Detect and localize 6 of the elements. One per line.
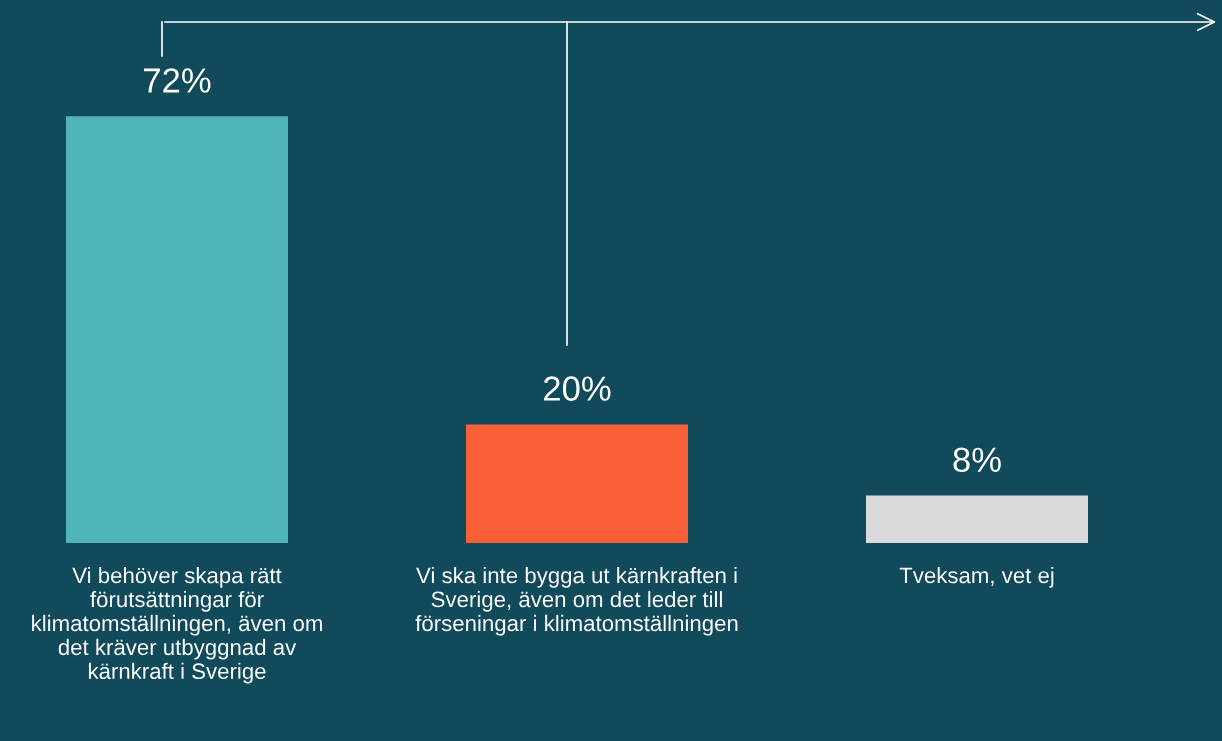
x-tick-label: Vi ska inte bygga ut kärnkraften i Sverige, även om det leder till förseningar i klimatomställningen — [415, 567, 738, 636]
data-label: 20% — [544, 376, 611, 401]
data-label: 8% — [953, 447, 1001, 473]
x-tick-label: Vi behöver skapa rätt förutsättningar för klimatomställningen, även om det kräver utbyggnad av kärnkraft i Sverige — [32, 567, 322, 684]
x-tick-label: Tveksam, vet ej — [899, 567, 1054, 588]
data-label: 72% — [144, 68, 211, 93]
